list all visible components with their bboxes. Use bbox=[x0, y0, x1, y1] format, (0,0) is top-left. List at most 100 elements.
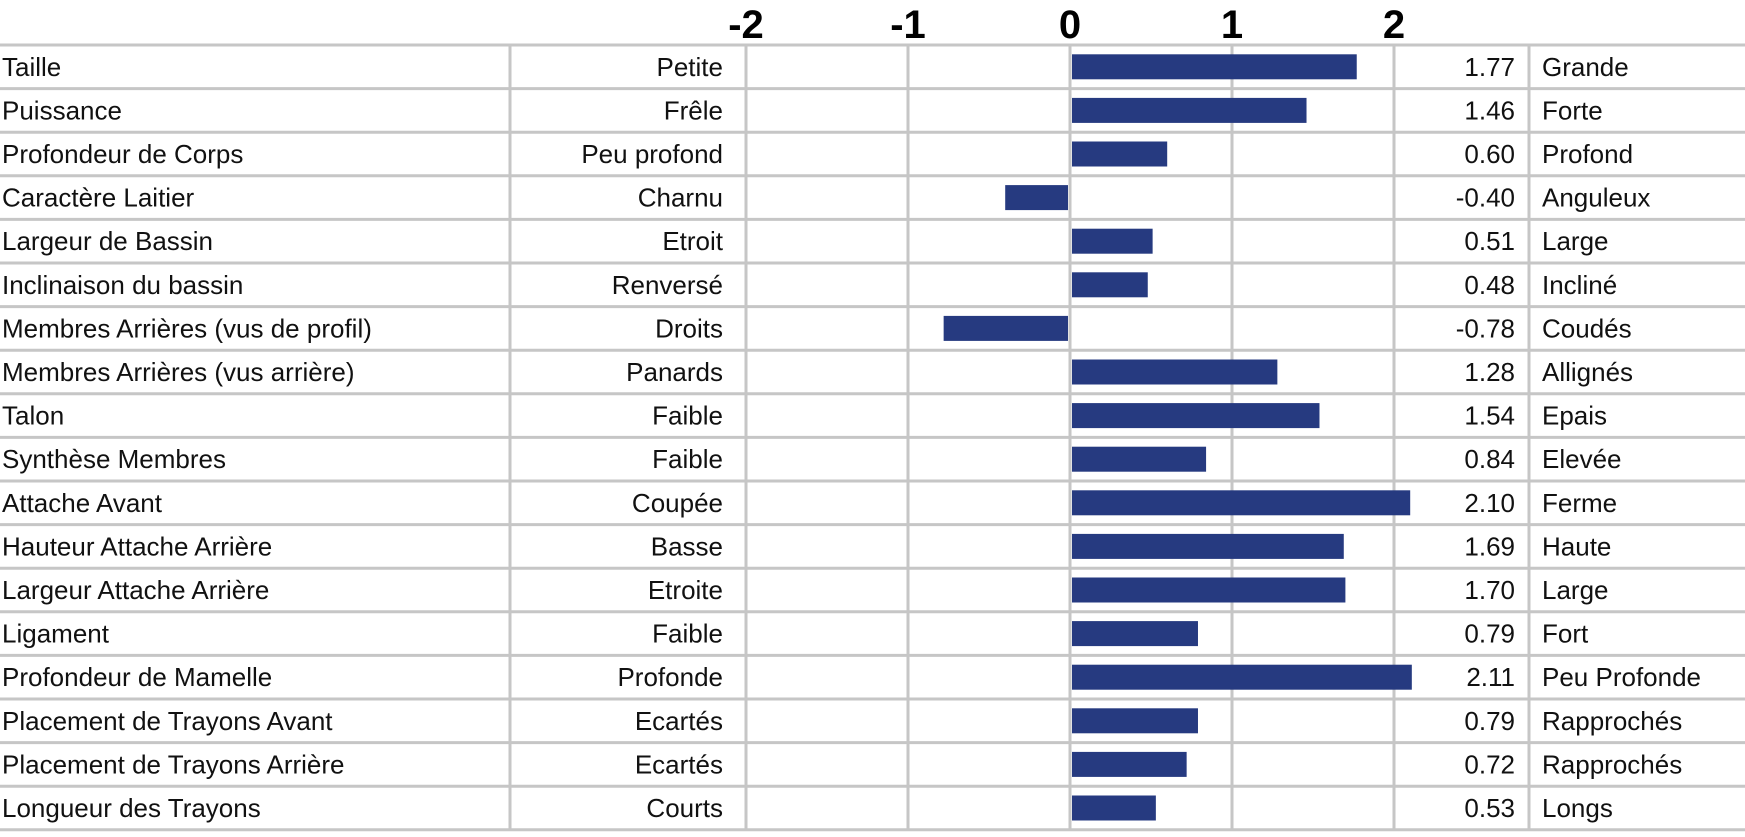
value-label: -0.78 bbox=[1456, 313, 1515, 343]
bar bbox=[1072, 446, 1207, 472]
bar bbox=[1072, 708, 1198, 734]
low-descriptor: Charnu bbox=[638, 183, 723, 213]
trait-label: Profondeur de Mamelle bbox=[2, 662, 272, 692]
low-descriptor: Renversé bbox=[612, 270, 723, 300]
bar bbox=[1072, 621, 1198, 647]
low-descriptor: Profonde bbox=[617, 662, 723, 692]
bar bbox=[1072, 228, 1153, 254]
x-tick-label: 1 bbox=[1221, 3, 1243, 47]
value-label: 1.54 bbox=[1464, 401, 1515, 431]
value-label: 1.70 bbox=[1464, 575, 1515, 605]
trait-label: Hauteur Attache Arrière bbox=[2, 531, 272, 561]
x-tick-label: -1 bbox=[890, 3, 926, 47]
value-label: 0.53 bbox=[1464, 793, 1515, 823]
x-axis-ticks: -2 -1 0 1 2 bbox=[728, 3, 1405, 47]
trait-label: Membres Arrières (vus de profil) bbox=[2, 313, 372, 343]
trait-label: Largeur de Bassin bbox=[2, 226, 213, 256]
high-descriptor: Allignés bbox=[1542, 357, 1633, 387]
high-descriptor: Elevée bbox=[1542, 444, 1622, 474]
low-descriptor: Droits bbox=[655, 313, 723, 343]
value-label: 2.10 bbox=[1464, 488, 1515, 518]
high-descriptor: Haute bbox=[1542, 531, 1611, 561]
high-descriptor: Longs bbox=[1542, 793, 1613, 823]
low-descriptor: Coupée bbox=[632, 488, 723, 518]
value-label: 0.48 bbox=[1464, 270, 1515, 300]
low-descriptor: Etroite bbox=[648, 575, 723, 605]
high-descriptor: Epais bbox=[1542, 401, 1607, 431]
bar bbox=[1072, 359, 1278, 385]
x-tick-label: 0 bbox=[1059, 3, 1081, 47]
bar bbox=[1072, 403, 1320, 429]
value-label: 0.84 bbox=[1464, 444, 1515, 474]
x-tick-label: 2 bbox=[1383, 3, 1405, 47]
low-descriptor: Courts bbox=[646, 793, 723, 823]
trait-label: Puissance bbox=[2, 95, 122, 125]
trait-label: Largeur Attache Arrière bbox=[2, 575, 269, 605]
bar bbox=[1072, 490, 1411, 516]
value-label: 0.51 bbox=[1464, 226, 1515, 256]
bar bbox=[1072, 664, 1412, 690]
x-tick-label: -2 bbox=[728, 3, 764, 47]
low-descriptor: Petite bbox=[657, 52, 724, 82]
high-descriptor: Forte bbox=[1542, 95, 1603, 125]
value-label: 1.69 bbox=[1464, 531, 1515, 561]
high-descriptor: Peu Profonde bbox=[1542, 662, 1701, 692]
high-descriptor: Anguleux bbox=[1542, 183, 1650, 213]
high-descriptor: Rapprochés bbox=[1542, 749, 1682, 779]
trait-label: Attache Avant bbox=[2, 488, 163, 518]
value-label: 1.28 bbox=[1464, 357, 1515, 387]
bars bbox=[943, 54, 1412, 821]
value-label: 0.79 bbox=[1464, 619, 1515, 649]
low-descriptor: Frêle bbox=[664, 95, 723, 125]
high-descriptor: Profond bbox=[1542, 139, 1633, 169]
high-descriptor: Large bbox=[1542, 226, 1609, 256]
bar bbox=[943, 315, 1068, 341]
low-descriptor: Etroit bbox=[662, 226, 723, 256]
bar bbox=[1072, 97, 1307, 123]
trait-label: Placement de Trayons Arrière bbox=[2, 749, 345, 779]
trait-label: Profondeur de Corps bbox=[2, 139, 243, 169]
value-label: 0.79 bbox=[1464, 706, 1515, 736]
bar bbox=[1072, 577, 1346, 603]
trait-label: Talon bbox=[2, 401, 64, 431]
bar bbox=[1072, 141, 1168, 167]
trait-label: Placement de Trayons Avant bbox=[2, 706, 333, 736]
high-descriptor: Fort bbox=[1542, 619, 1589, 649]
high-descriptor: Rapprochés bbox=[1542, 706, 1682, 736]
low-descriptor: Ecartés bbox=[635, 706, 723, 736]
value-label: 2.11 bbox=[1466, 662, 1515, 692]
value-label: 1.46 bbox=[1464, 95, 1515, 125]
low-descriptor: Ecartés bbox=[635, 749, 723, 779]
trait-label: Membres Arrières (vus arrière) bbox=[2, 357, 355, 387]
value-label: 0.60 bbox=[1464, 139, 1515, 169]
bar bbox=[1005, 185, 1068, 211]
high-descriptor: Large bbox=[1542, 575, 1609, 605]
trait-label: Ligament bbox=[2, 619, 110, 649]
trait-label: Inclinaison du bassin bbox=[2, 270, 243, 300]
trait-label: Caractère Laitier bbox=[2, 183, 195, 213]
bar bbox=[1072, 533, 1344, 559]
low-descriptor: Basse bbox=[651, 531, 723, 561]
high-descriptor: Incliné bbox=[1542, 270, 1617, 300]
value-label: 0.72 bbox=[1464, 749, 1515, 779]
low-descriptor: Faible bbox=[652, 444, 723, 474]
trait-label: Longueur des Trayons bbox=[2, 793, 261, 823]
value-label: -0.40 bbox=[1456, 183, 1515, 213]
trait-label: Taille bbox=[2, 52, 61, 82]
trait-label: Synthèse Membres bbox=[2, 444, 226, 474]
low-descriptor: Panards bbox=[626, 357, 723, 387]
bar bbox=[1072, 272, 1148, 298]
bar bbox=[1072, 54, 1357, 80]
low-descriptor: Faible bbox=[652, 619, 723, 649]
bar bbox=[1072, 751, 1187, 777]
high-descriptor: Coudés bbox=[1542, 313, 1632, 343]
low-descriptor: Peu profond bbox=[581, 139, 723, 169]
grid bbox=[0, 43, 1745, 832]
bar bbox=[1072, 795, 1156, 821]
row-labels: Taille Petite 1.77 Grande Puissance Frêle 1.46… bbox=[2, 52, 1701, 823]
value-label: 1.77 bbox=[1464, 52, 1515, 82]
high-descriptor: Ferme bbox=[1542, 488, 1617, 518]
high-descriptor: Grande bbox=[1542, 52, 1629, 82]
low-descriptor: Faible bbox=[652, 401, 723, 431]
